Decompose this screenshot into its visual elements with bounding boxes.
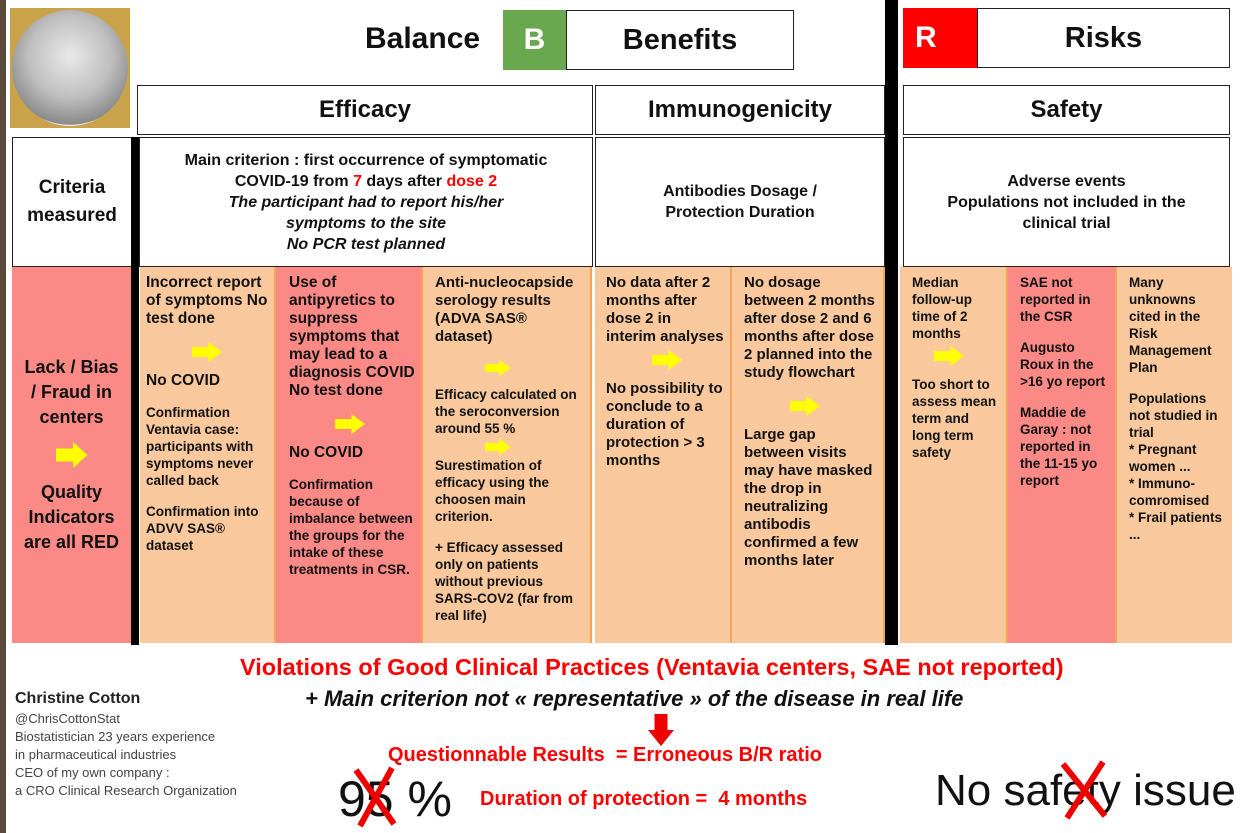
cell-text: Confirmation because of imbalance betwee… <box>289 477 413 577</box>
criteria-line: COVID-19 from 7 days after dose 2 <box>235 171 497 192</box>
author-bio-line: Biostatistician 23 years experience <box>15 729 216 744</box>
percent-value: 95 % <box>338 771 452 827</box>
column-safety: Safety <box>903 85 1230 135</box>
author-bio-line: a CRO Clinical Research Organization <box>15 783 237 798</box>
column-efficacy: Efficacy <box>137 85 593 135</box>
cell-text: Anti-nucleocapside serology results (ADV… <box>435 274 574 345</box>
no-safety-value: No safety issue <box>935 766 1236 815</box>
left-edge-strip <box>0 0 6 833</box>
left-black-bar <box>131 137 139 645</box>
dose-value: dose 2 <box>446 172 498 190</box>
cell-text: No COVID <box>289 444 364 461</box>
arrow-right-icon <box>485 360 511 376</box>
cell-text: No dosage between 2 months after dose 2 … <box>744 274 875 381</box>
cell-text: No COVID <box>146 372 221 389</box>
arrow-right-icon <box>192 342 222 362</box>
arrow-right-icon <box>55 442 88 468</box>
balance-title: Balance <box>365 22 481 55</box>
risks-title: Risks <box>977 8 1230 68</box>
criteria-line: The participant had to report his/her sy… <box>228 193 504 232</box>
cell-text: Median follow-up time of 2 months <box>912 275 972 341</box>
author-bio-line: in pharmaceutical industries <box>15 747 177 762</box>
cell-text: * Immuno-comromised <box>1129 476 1210 508</box>
benefits-letter: B <box>503 10 566 70</box>
criteria-line: No PCR test planned <box>286 235 446 253</box>
column-immunogenicity: Immunogenicity <box>595 85 885 135</box>
criteria-line: Main criterion : first occurrence of sym… <box>184 151 548 169</box>
risks-letter: R <box>903 8 978 68</box>
duration-text: Duration of protection = 4 months <box>480 788 808 810</box>
cell-text: * Frail patients <box>1129 510 1223 525</box>
efficacy-percent: 95 % <box>338 766 452 828</box>
cell-text: Incorrect report of symptoms No test don… <box>146 274 268 327</box>
benefits-title: Benefits <box>566 10 794 70</box>
cell-text: ... <box>1129 527 1141 542</box>
lack-bias-cell: Lack / Bias / Fraud in centers Quality I… <box>12 267 131 643</box>
cell-text: Confirmation into ADVV SAS® dataset <box>146 504 259 553</box>
cell-text: Surestimation of efficacy using the choo… <box>435 458 550 524</box>
main-criterion-text: + Main criterion not « representative » … <box>305 686 964 711</box>
cell-text: Populations not studied in trial <box>1129 391 1218 440</box>
lack-bias-text: Lack / Bias / Fraud in centers <box>24 357 119 427</box>
cell-follow-up: Median follow-up time of 2 months Too sh… <box>900 267 1008 643</box>
author-name: Christine Cotton <box>15 690 141 707</box>
cell-text: SAE not reported in the CSR <box>1020 275 1091 324</box>
criteria-label: Criteria measured <box>12 137 132 267</box>
text: COVID-19 from <box>234 172 354 190</box>
divider-bar <box>885 0 898 645</box>
arrow-right-icon <box>485 439 511 455</box>
cell-text: Efficacy calculated on the seroconversio… <box>435 387 577 436</box>
cell-serology: Anti-nucleocapside serology results (ADV… <box>423 267 592 643</box>
cell-text: Use of antipyretics to suppress symptoms… <box>289 274 415 399</box>
questionnable-results-text: Questionnable Results = Erroneous B/R ra… <box>388 744 822 766</box>
cell-incorrect-report: Incorrect report of symptoms No test don… <box>140 267 276 643</box>
arrow-right-icon <box>934 346 964 366</box>
violations-text: Violations of Good Clinical Practices (V… <box>240 654 1064 680</box>
criteria-line: Populations not included in the clinical… <box>947 193 1186 232</box>
author-bio-line: CEO of my own company : <box>15 765 170 780</box>
arrow-right-icon <box>790 396 820 416</box>
author-handle[interactable]: @ChrisCottonStat <box>15 711 120 726</box>
cell-text: Maddie de Garay : not reported in the 11… <box>1020 405 1098 488</box>
cell-text: * Pregnant women ... <box>1129 442 1197 474</box>
avatar <box>10 8 130 128</box>
cell-text: No possibility to conclude to a duration… <box>606 380 723 469</box>
criteria-safety: Adverse events Populations not included … <box>903 137 1230 267</box>
cell-text: Confirmation Ventavia case: participants… <box>146 405 254 488</box>
cell-antipyretics: Use of antipyretics to suppress symptoms… <box>276 267 423 643</box>
criteria-line: Adverse events <box>1007 172 1126 190</box>
cell-no-data: No data after 2 months after dose 2 in i… <box>595 267 732 643</box>
cell-unknowns: Many unknowns cited in the Risk Manageme… <box>1117 267 1232 643</box>
cell-no-dosage: No dosage between 2 months after dose 2 … <box>732 267 885 643</box>
cell-text: Too short to assess mean term and long t… <box>912 377 997 460</box>
arrow-down-icon <box>648 714 674 746</box>
arrow-right-icon <box>335 414 365 434</box>
days-value: 7 <box>353 172 362 190</box>
cell-text: No data after 2 months after dose 2 in i… <box>606 274 724 345</box>
cell-text: + Efficacy assessed only on patients wit… <box>435 540 574 623</box>
cell-text: Large gap between visits may have masked… <box>744 426 873 569</box>
cell-sae: SAE not reported in the CSR Augusto Roux… <box>1008 267 1117 643</box>
cell-text: Many unknowns cited in the Risk Manageme… <box>1129 275 1212 375</box>
criteria-immunogenicity: Antibodies Dosage / Protection Duration <box>595 137 885 267</box>
author-block: Christine Cotton @ChrisCottonStat Biosta… <box>15 690 237 800</box>
arrow-right-icon <box>652 350 682 370</box>
no-safety-issue-text: No safety issue <box>935 760 1236 820</box>
criteria-efficacy: Main criterion : first occurrence of sym… <box>139 137 593 267</box>
cell-text: Augusto Roux in the >16 yo report <box>1020 340 1106 389</box>
quality-indicators-text: Quality Indicators are all RED <box>23 482 120 552</box>
text: days after <box>361 172 447 190</box>
